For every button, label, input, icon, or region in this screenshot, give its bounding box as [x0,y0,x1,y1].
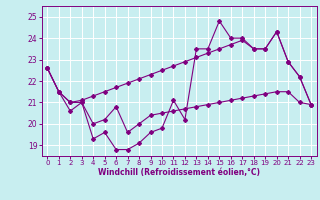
X-axis label: Windchill (Refroidissement éolien,°C): Windchill (Refroidissement éolien,°C) [98,168,260,177]
